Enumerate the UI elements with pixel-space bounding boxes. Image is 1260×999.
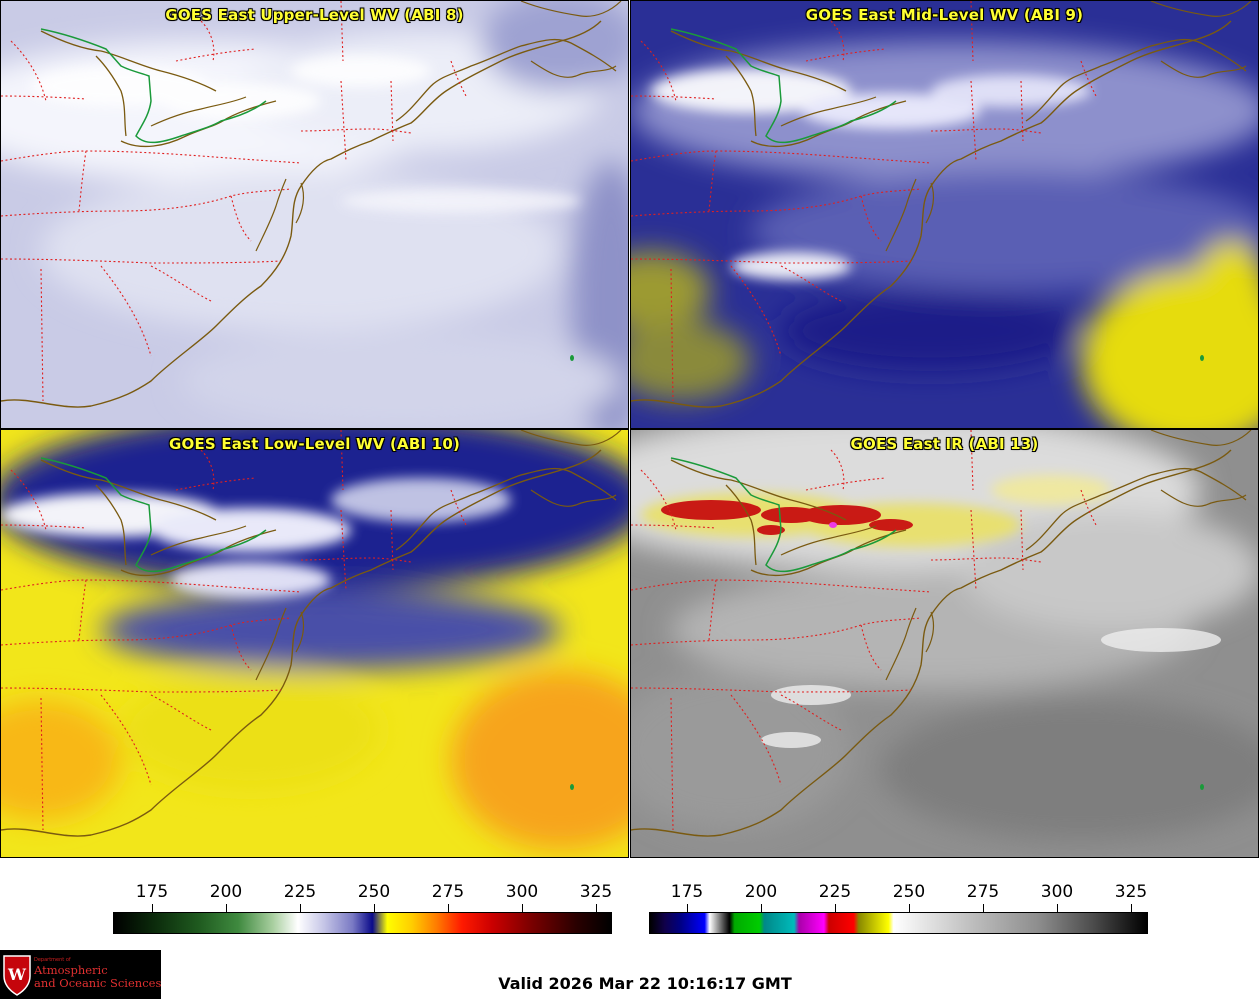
wv-tick-label: 225 bbox=[283, 882, 317, 902]
wv-tick bbox=[152, 904, 153, 912]
ir-tick bbox=[687, 904, 688, 912]
logo-line2: and Oceanic Sciences bbox=[34, 976, 162, 990]
ir-tick bbox=[983, 904, 984, 912]
wv-tick-label: 275 bbox=[431, 882, 465, 902]
panel-title: GOES East IR (ABI 13) bbox=[850, 435, 1039, 453]
ir-tick bbox=[909, 904, 910, 912]
wv-tick bbox=[374, 904, 375, 912]
wv-tick bbox=[596, 904, 597, 912]
ir-colorbar bbox=[649, 912, 1148, 934]
wv-tick-label: 175 bbox=[135, 882, 169, 902]
ir-panel: GOES East IR (ABI 13) bbox=[630, 429, 1259, 858]
wv-tick-label: 325 bbox=[579, 882, 613, 902]
mid-level-wv-image bbox=[631, 1, 1258, 428]
uw-crest-icon: W bbox=[3, 955, 31, 996]
aos-logo: W Department of Atmospheric and Oceanic … bbox=[0, 950, 161, 999]
wv-tick-label: 200 bbox=[209, 882, 243, 902]
wv-tick bbox=[300, 904, 301, 912]
ir-tick bbox=[835, 904, 836, 912]
logo-line1: Atmospheric bbox=[34, 963, 108, 977]
ir-image bbox=[631, 430, 1258, 857]
panel-title: GOES East Low-Level WV (ABI 10) bbox=[168, 435, 461, 453]
low-level-wv-image bbox=[1, 430, 628, 857]
wv-colorbar bbox=[113, 912, 612, 934]
wv-tick bbox=[226, 904, 227, 912]
wv-tick-label: 250 bbox=[357, 882, 391, 902]
logo-department: Department of bbox=[34, 957, 71, 963]
svg-text:W: W bbox=[7, 965, 27, 984]
panel-title: GOES East Upper-Level WV (ABI 8) bbox=[165, 6, 464, 24]
ir-tick-label: 225 bbox=[818, 882, 852, 902]
ir-tick bbox=[761, 904, 762, 912]
upper-level-wv-image bbox=[1, 1, 628, 428]
panel-title: GOES East Mid-Level WV (ABI 9) bbox=[805, 6, 1084, 24]
valid-time: Valid 2026 Mar 22 10:16:17 GMT bbox=[498, 974, 792, 993]
ir-tick-label: 300 bbox=[1040, 882, 1074, 902]
low-level-wv-panel: GOES East Low-Level WV (ABI 10) bbox=[0, 429, 629, 858]
wv-tick-label: 300 bbox=[505, 882, 539, 902]
ir-tick bbox=[1131, 904, 1132, 912]
upper-level-wv-panel: GOES East Upper-Level WV (ABI 8) bbox=[0, 0, 629, 429]
wv-tick bbox=[448, 904, 449, 912]
ir-tick-label: 275 bbox=[966, 882, 1000, 902]
ir-tick-label: 250 bbox=[892, 882, 926, 902]
wv-tick bbox=[522, 904, 523, 912]
ir-tick bbox=[1057, 904, 1058, 912]
ir-tick-label: 175 bbox=[670, 882, 704, 902]
mid-level-wv-panel: GOES East Mid-Level WV (ABI 9) bbox=[630, 0, 1259, 429]
ir-tick-label: 200 bbox=[744, 882, 778, 902]
ir-tick-label: 325 bbox=[1114, 882, 1148, 902]
